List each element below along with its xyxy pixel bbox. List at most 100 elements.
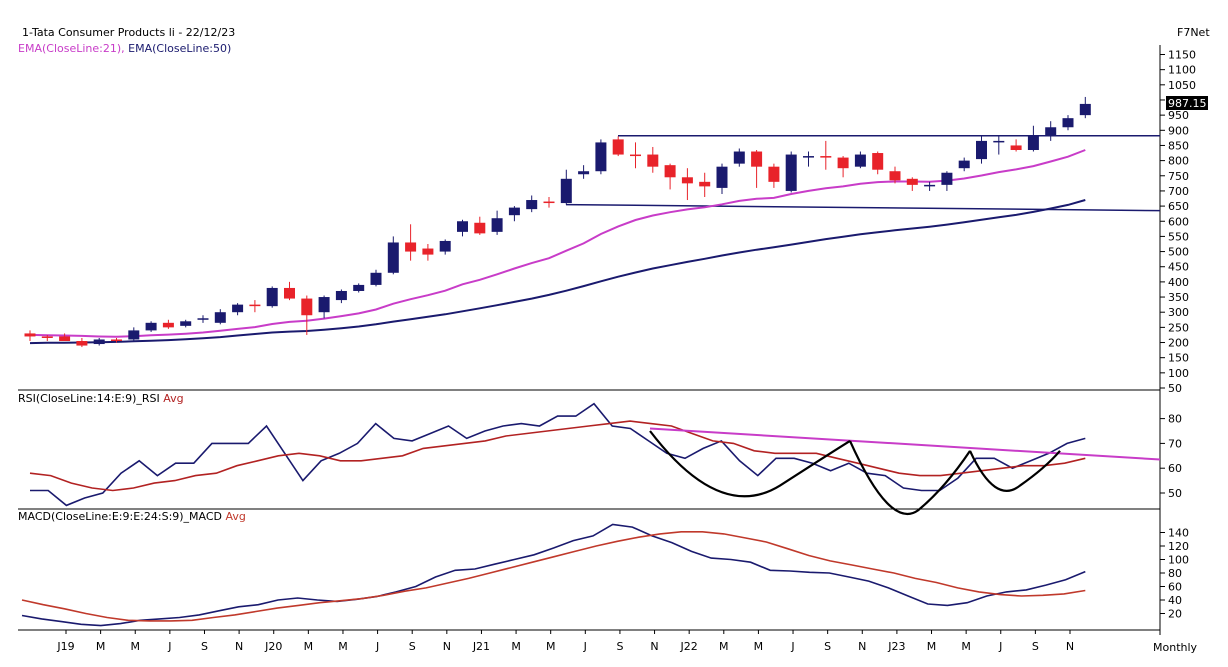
price-tick-label: 550 (1168, 230, 1189, 243)
candle (612, 136, 624, 157)
x-tick-label: S (824, 640, 831, 653)
candle (457, 219, 468, 237)
candle (93, 337, 105, 346)
candle (59, 333, 71, 342)
candle-body (508, 207, 520, 216)
candle (76, 337, 88, 348)
x-tick-label: J (167, 640, 171, 653)
candle (1045, 121, 1057, 141)
macd-tick-label: 60 (1168, 581, 1182, 594)
x-tick-label: N (235, 640, 243, 653)
candle (578, 165, 590, 179)
candle-body (837, 157, 849, 169)
candle (872, 151, 884, 175)
candle (491, 210, 503, 235)
candle (318, 295, 330, 319)
candle (560, 169, 572, 205)
last-price-badge: 987.15 (1166, 96, 1208, 110)
candle (1079, 96, 1091, 119)
candle (751, 150, 763, 188)
candle-body (301, 298, 313, 316)
candle (405, 224, 417, 261)
price-tick-label: 1100 (1168, 64, 1196, 77)
x-tick-label: J22 (680, 640, 698, 653)
candle (1062, 115, 1074, 131)
macd-line (21, 523, 1086, 627)
candle (180, 319, 192, 328)
candle (733, 148, 745, 167)
candle-body (41, 336, 53, 338)
candles (24, 96, 1091, 348)
candle-body (405, 242, 417, 252)
last-price-bg (1166, 96, 1208, 110)
candle (284, 281, 295, 301)
price-tick-label: 450 (1168, 261, 1189, 274)
macd-tick-label: 40 (1168, 594, 1182, 607)
x-tick-label: M (511, 640, 521, 653)
candle-body (284, 287, 295, 299)
rsi-axis: 50 60 70 80 (1160, 413, 1182, 500)
candle-body (59, 336, 71, 342)
price-tick-label: 1150 (1168, 49, 1196, 62)
price-tick-label: 900 (1168, 124, 1189, 137)
candle (387, 236, 399, 275)
macd-title-main: MACD(CloseLine:E:9:E:24:S:9)_MACD (18, 510, 222, 523)
candle-body (318, 297, 330, 313)
ema-lines (29, 149, 1086, 345)
candle (976, 136, 987, 164)
candle (820, 140, 832, 170)
ema21-legend: EMA(CloseLine:21), (18, 42, 125, 55)
price-tick-label: 150 (1168, 352, 1189, 365)
candle (716, 163, 728, 194)
candle (24, 330, 36, 342)
rsi-pattern-arc-1 (649, 430, 851, 498)
candle-body (578, 171, 590, 175)
candle-body (924, 184, 936, 187)
x-tick-label: J19 (56, 640, 74, 653)
candle-body (681, 177, 693, 184)
ema50-legend: EMA(CloseLine:50) (125, 42, 232, 55)
price-tick-label: 200 (1168, 337, 1189, 350)
candle-body (854, 154, 866, 167)
candle (1010, 139, 1022, 152)
x-tick-label: N (1066, 640, 1074, 653)
candle-body (232, 304, 244, 313)
ema21-line (29, 149, 1086, 338)
x-tick-label: J23 (887, 640, 905, 653)
x-tick-label: M (961, 640, 971, 653)
x-tick-label: S (201, 640, 208, 653)
x-tick-label: M (546, 640, 556, 653)
rsi-descending-trendline (649, 427, 1161, 461)
x-tick-label: N (858, 640, 866, 653)
candle (595, 139, 607, 175)
candle-body (128, 330, 140, 340)
candle (768, 163, 780, 188)
price-tick-label: 300 (1168, 306, 1189, 319)
rsi-lines (29, 402, 1086, 507)
candle-body (474, 222, 486, 234)
candle (699, 172, 711, 197)
candle-body (751, 151, 763, 167)
candle (249, 300, 261, 313)
candle-body (785, 154, 797, 191)
candle-body (76, 341, 88, 346)
candle (803, 151, 814, 167)
x-axis: J19 M M J S N J20 M M J S N J21 M M J S N J22 M M J S N J23 M M J S N (56, 630, 1074, 653)
candle-body (335, 290, 347, 301)
rsi-tick-label: 50 (1168, 487, 1182, 500)
candle (543, 196, 555, 208)
candle (266, 286, 278, 308)
candle (508, 206, 520, 222)
candle-body (1027, 136, 1039, 151)
candle-body (439, 240, 451, 252)
macd-title-avg: Avg (222, 510, 246, 523)
candle-body (457, 221, 468, 232)
brand-label: F7Net (1177, 26, 1210, 39)
price-tick-label: 700 (1168, 185, 1189, 198)
rsi-panel-title: RSI(CloseLine:14:E:9)_RSI Avg (18, 392, 184, 405)
x-tick-label: N (443, 640, 451, 653)
ema50-line (29, 199, 1086, 345)
candle-body (1079, 103, 1091, 116)
candle (197, 315, 209, 323)
